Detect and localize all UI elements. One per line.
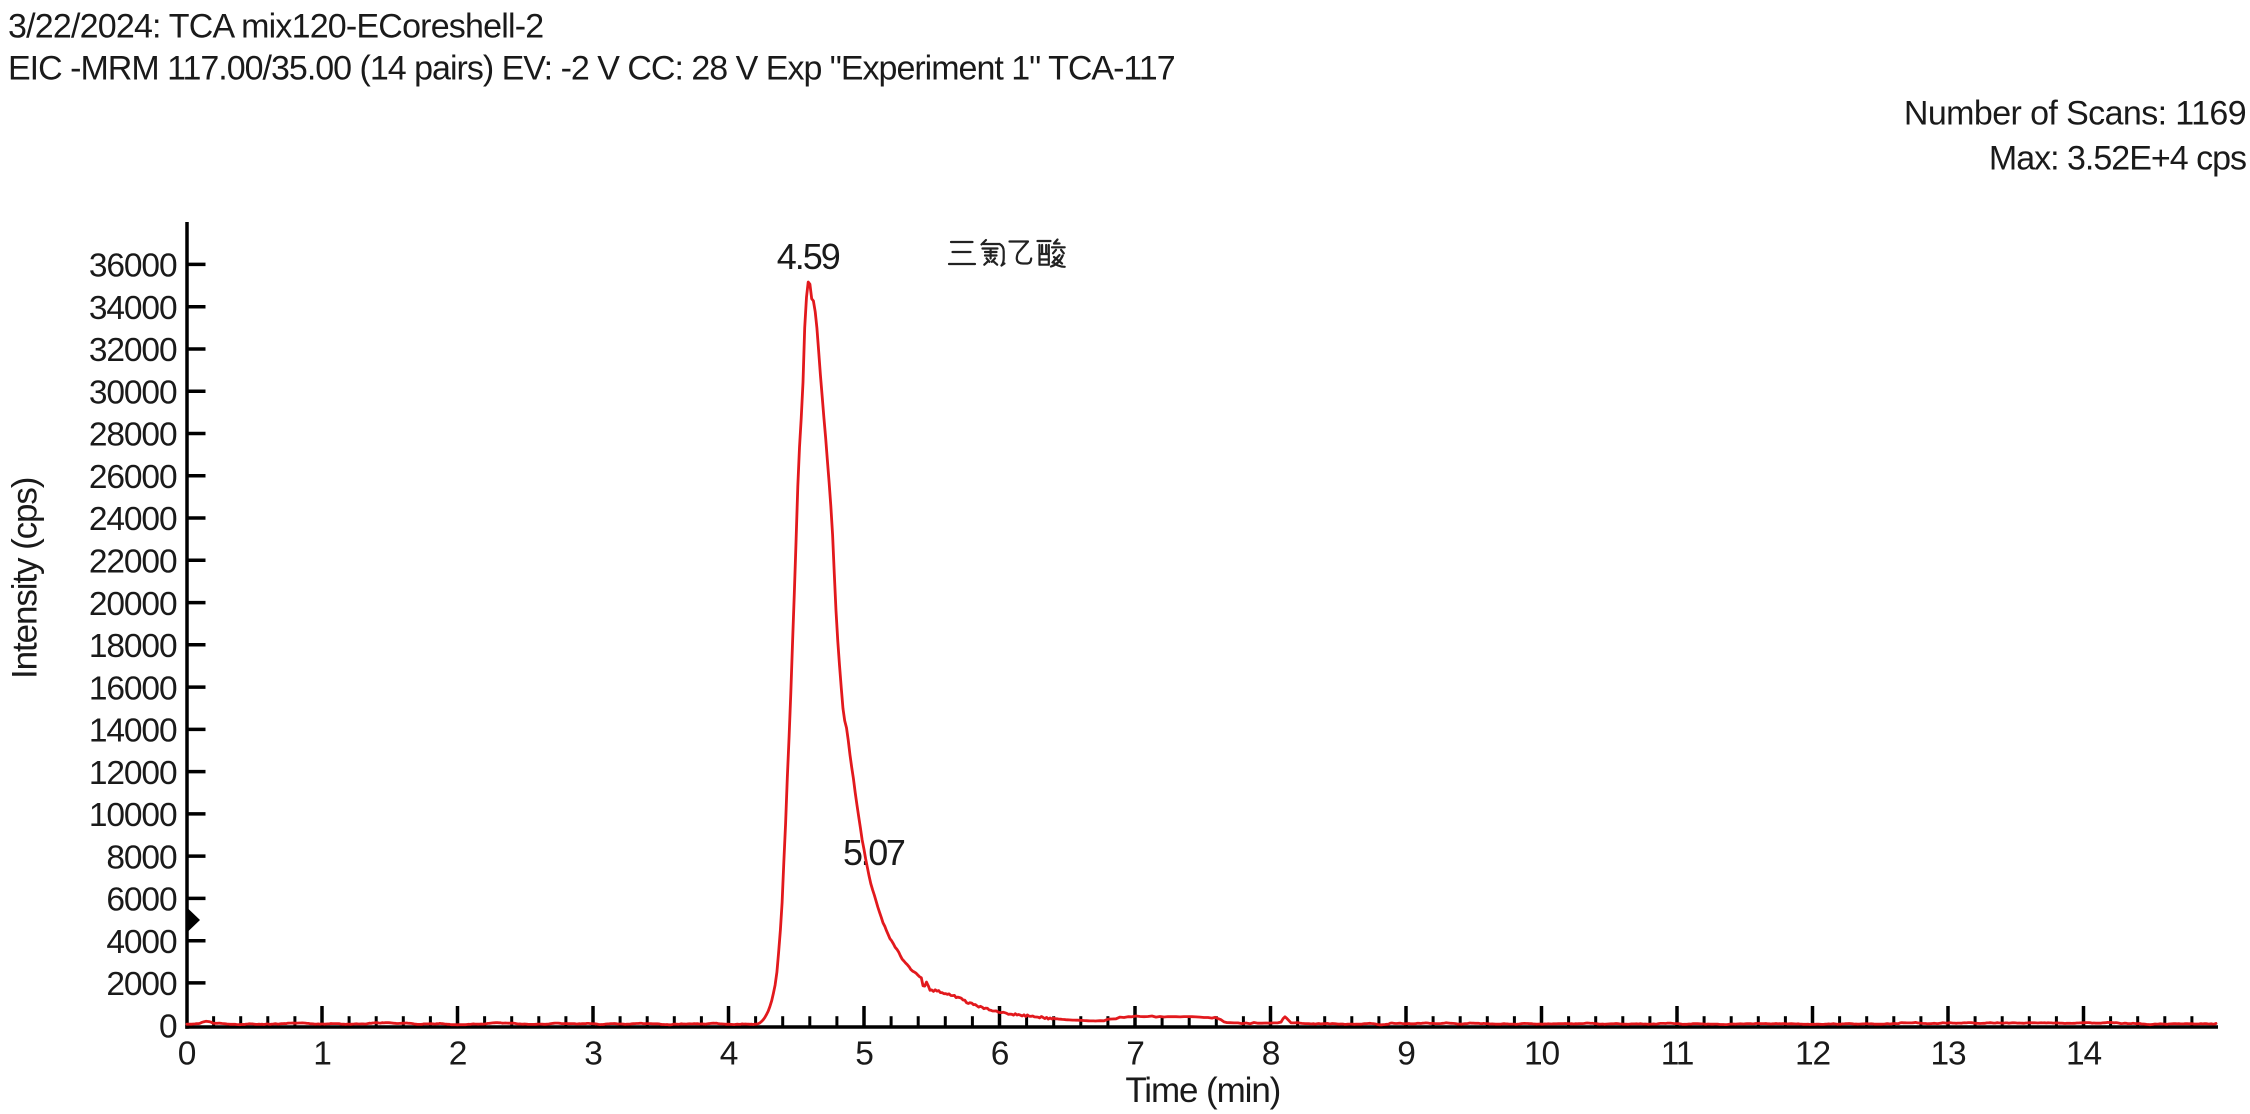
svg-text:36000: 36000 (89, 248, 177, 285)
svg-text:16000: 16000 (89, 670, 177, 707)
svg-text:2: 2 (449, 1036, 467, 1073)
svg-text:20000: 20000 (89, 586, 177, 623)
svg-text:1: 1 (313, 1036, 331, 1073)
svg-text:8: 8 (1262, 1036, 1280, 1073)
svg-text:Time (min): Time (min) (1125, 1071, 1280, 1110)
svg-text:22000: 22000 (89, 544, 177, 581)
svg-text:Intensity (cps): Intensity (cps) (6, 478, 45, 679)
svg-text:7: 7 (1126, 1036, 1144, 1073)
svg-text:0: 0 (159, 1008, 177, 1045)
svg-text:6: 6 (991, 1036, 1009, 1073)
svg-text:34000: 34000 (89, 290, 177, 327)
svg-text:0: 0 (178, 1036, 196, 1073)
svg-text:12000: 12000 (89, 755, 177, 792)
svg-text:4: 4 (720, 1036, 738, 1073)
svg-text:3: 3 (584, 1036, 602, 1073)
svg-text:5.07: 5.07 (843, 832, 905, 873)
svg-text:14000: 14000 (89, 713, 177, 750)
svg-text:4000: 4000 (106, 924, 177, 961)
svg-text:11: 11 (1661, 1036, 1694, 1073)
svg-text:3/22/2024: TCA mix120-ECoreshe: 3/22/2024: TCA mix120-ECoreshell-2 (8, 8, 543, 46)
svg-text:14: 14 (2066, 1036, 2102, 1073)
svg-text:10: 10 (1524, 1036, 1560, 1073)
svg-text:Number of Scans: 1169: Number of Scans: 1169 (1904, 95, 2246, 133)
svg-text:6000: 6000 (106, 882, 177, 919)
svg-text:18000: 18000 (89, 628, 177, 665)
svg-text:24000: 24000 (89, 501, 177, 538)
svg-text:9: 9 (1397, 1036, 1415, 1073)
svg-text:Max: 3.52E+4 cps: Max: 3.52E+4 cps (1989, 140, 2246, 178)
svg-text:8000: 8000 (106, 839, 177, 876)
svg-text:4.59: 4.59 (777, 236, 840, 277)
svg-text:32000: 32000 (89, 332, 177, 369)
svg-text:2000: 2000 (106, 966, 177, 1003)
svg-text:5: 5 (855, 1036, 873, 1073)
svg-text:30000: 30000 (89, 374, 177, 411)
svg-text:12: 12 (1795, 1036, 1830, 1073)
svg-text:26000: 26000 (89, 459, 177, 496)
svg-text:13: 13 (1930, 1036, 1966, 1073)
svg-text:EIC -MRM 117.00/35.00 (14 pair: EIC -MRM 117.00/35.00 (14 pairs) EV: -2 … (8, 50, 1175, 88)
svg-text:28000: 28000 (89, 417, 177, 454)
svg-text:10000: 10000 (89, 797, 177, 834)
